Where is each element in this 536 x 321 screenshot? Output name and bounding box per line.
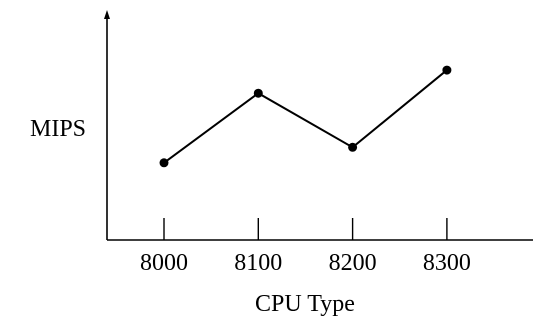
x-tick-label-8100: 8100 xyxy=(234,250,282,276)
data-point-8200 xyxy=(348,142,358,152)
y-axis-label: MIPS xyxy=(30,116,86,142)
x-axis-label: CPU Type xyxy=(255,291,355,317)
data-point-8100 xyxy=(253,88,263,98)
x-tick-label-8300: 8300 xyxy=(423,250,471,276)
x-tick-label-8200: 8200 xyxy=(329,250,377,276)
chart-axes xyxy=(104,10,533,241)
data-point-8300 xyxy=(442,65,452,75)
y-axis-arrowhead xyxy=(104,10,110,19)
x-ticks xyxy=(163,218,448,240)
x-tick-labels: 8000 8100 8200 8300 xyxy=(140,250,471,276)
series-line-0 xyxy=(163,69,448,164)
data-point-8000 xyxy=(159,158,169,168)
series-group xyxy=(159,65,452,168)
x-tick-label-8000: 8000 xyxy=(140,250,188,276)
